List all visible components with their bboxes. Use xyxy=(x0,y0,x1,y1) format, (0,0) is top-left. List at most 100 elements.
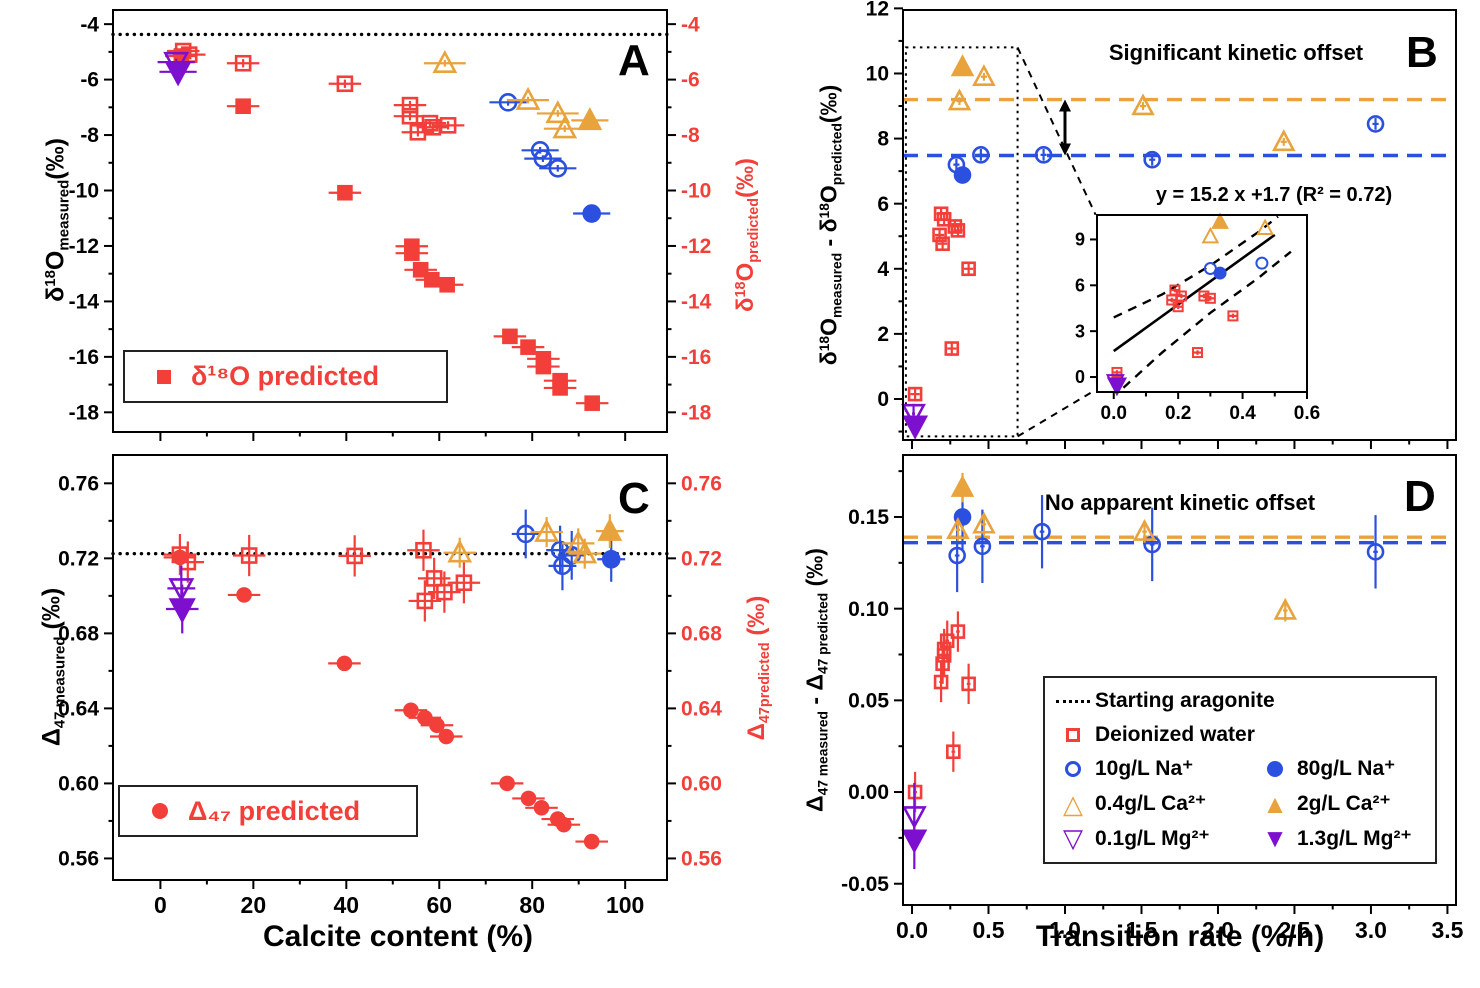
legend-a-label: δ¹⁸O predicted xyxy=(191,361,380,391)
svg-text:0.64: 0.64 xyxy=(58,698,99,721)
svg-text:-4: -4 xyxy=(681,13,700,36)
svg-text:0.5: 0.5 xyxy=(973,917,1005,943)
mg13-icon: ▼ xyxy=(1262,823,1288,854)
svg-text:3: 3 xyxy=(1075,321,1085,341)
annotation-no-offset: No apparent kinetic offset xyxy=(1044,490,1316,515)
svg-text:-14: -14 xyxy=(681,291,712,314)
svg-text:0.15: 0.15 xyxy=(848,506,889,529)
legend-item-na80: 80g/L Na⁺ xyxy=(1297,757,1396,781)
starting-aragonite-icon xyxy=(1051,699,1095,703)
svg-text:0.60: 0.60 xyxy=(681,773,722,796)
svg-text:0.76: 0.76 xyxy=(58,472,99,495)
panel-a-label: A xyxy=(618,36,650,85)
x-axis-label-calcite: Calcite content (%) xyxy=(262,920,534,953)
panel-d-label: D xyxy=(1404,472,1436,521)
svg-text:12: 12 xyxy=(866,0,889,21)
d18o-predicted-icon xyxy=(157,369,171,384)
y-axis-label-c-right: Δ47predicted (‰) xyxy=(742,595,774,741)
svg-text:-12: -12 xyxy=(681,235,711,258)
svg-text:-18: -18 xyxy=(69,401,100,424)
svg-text:4: 4 xyxy=(877,258,889,281)
legend-panel-d: Starting aragonite Deionized water 10g/L… xyxy=(1043,676,1437,864)
svg-text:0.72: 0.72 xyxy=(58,547,99,570)
svg-text:1.0: 1.0 xyxy=(1049,917,1081,943)
legend-c-label: Δ₄₇ predicted xyxy=(188,795,361,826)
svg-text:0.6: 0.6 xyxy=(1294,403,1320,424)
y-axis-label-b-left: δ18Omeasured - δ18Opredicted(‰) xyxy=(815,84,845,366)
svg-text:0.68: 0.68 xyxy=(681,623,722,646)
svg-text:0.60: 0.60 xyxy=(58,773,99,796)
svg-text:6: 6 xyxy=(1075,275,1085,295)
svg-text:-8: -8 xyxy=(80,124,99,147)
svg-text:60: 60 xyxy=(426,892,452,918)
svg-text:0.00: 0.00 xyxy=(848,781,889,804)
svg-text:0.0: 0.0 xyxy=(896,917,928,943)
svg-text:2: 2 xyxy=(877,323,889,346)
legend-item-starting-aragonite: Starting aragonite xyxy=(1095,689,1275,713)
svg-text:0.76: 0.76 xyxy=(681,472,722,495)
svg-text:0.56: 0.56 xyxy=(681,848,722,871)
svg-text:0.4: 0.4 xyxy=(1229,403,1256,424)
y-axis-label-c-left: Δ47 measured (‰) xyxy=(37,587,69,747)
panel-c-label: C xyxy=(618,474,650,523)
svg-text:0.72: 0.72 xyxy=(681,547,722,570)
svg-text:-8: -8 xyxy=(681,124,700,147)
mg01-icon: ▽ xyxy=(1063,823,1083,854)
svg-text:10: 10 xyxy=(866,63,889,86)
svg-text:0: 0 xyxy=(1075,367,1085,387)
svg-text:0.56: 0.56 xyxy=(58,848,99,871)
svg-text:100: 100 xyxy=(606,892,644,918)
svg-text:9: 9 xyxy=(1075,230,1085,250)
x-axis-label-transition-rate: Transition rate (%/h) xyxy=(1035,920,1325,953)
legend-item-na10: 10g/L Na⁺ xyxy=(1095,757,1194,781)
legend-panel-a: δ¹⁸O predicted xyxy=(123,350,448,403)
na10-icon xyxy=(1051,760,1095,777)
svg-text:-10: -10 xyxy=(69,180,99,203)
svg-text:8: 8 xyxy=(877,128,889,151)
svg-text:0: 0 xyxy=(154,892,167,918)
svg-text:0: 0 xyxy=(877,388,889,411)
legend-item-ca2: 2g/L Ca²⁺ xyxy=(1297,792,1391,816)
svg-text:0.0: 0.0 xyxy=(1101,403,1127,424)
svg-text:-4: -4 xyxy=(80,13,99,36)
ca2-icon: ▲ xyxy=(1262,788,1288,819)
svg-text:-12: -12 xyxy=(69,235,99,258)
svg-text:0.05: 0.05 xyxy=(848,689,889,712)
svg-text:0.10: 0.10 xyxy=(848,598,889,621)
y-axis-label-a-right: δ18Opredicted(‰) xyxy=(731,157,763,313)
svg-text:2.5: 2.5 xyxy=(1278,917,1310,943)
legend-panel-c: Δ₄₇ predicted xyxy=(118,785,418,837)
svg-text:3.0: 3.0 xyxy=(1355,917,1387,943)
svg-text:-10: -10 xyxy=(681,180,711,203)
legend-item-deionized-water: Deionized water xyxy=(1095,722,1255,746)
d47-predicted-icon xyxy=(152,803,168,819)
svg-text:0.2: 0.2 xyxy=(1165,403,1191,424)
y-axis-label-d-left: Δ47 measured - Δ47 predicted (‰) xyxy=(801,548,831,812)
svg-text:-14: -14 xyxy=(69,291,100,314)
svg-text:-0.05: -0.05 xyxy=(841,873,889,896)
svg-text:3.5: 3.5 xyxy=(1431,917,1463,943)
svg-text:0.68: 0.68 xyxy=(58,623,99,646)
svg-text:6: 6 xyxy=(877,193,889,216)
svg-text:2.0: 2.0 xyxy=(1202,917,1234,943)
svg-text:80: 80 xyxy=(519,892,545,918)
svg-text:40: 40 xyxy=(334,892,360,918)
y-axis-label-a-left: δ18Omeasured(‰) xyxy=(41,138,73,302)
svg-text:0.64: 0.64 xyxy=(681,698,722,721)
deionized-water-icon xyxy=(1051,727,1095,742)
svg-text:1.5: 1.5 xyxy=(1125,917,1157,943)
annotation-significant-offset: Significant kinetic offset xyxy=(1108,40,1364,65)
legend-item-ca04: 0.4g/L Ca²⁺ xyxy=(1095,792,1207,816)
annotation-regression-equation: y = 15.2 x +1.7 (R² = 0.72) xyxy=(1155,184,1393,206)
ca04-icon: △ xyxy=(1063,788,1083,819)
na80-icon xyxy=(1253,760,1297,777)
legend-item-mg13: 1.3g/L Mg²⁺ xyxy=(1297,826,1412,850)
panel-b-label: B xyxy=(1406,28,1438,77)
svg-text:20: 20 xyxy=(241,892,267,918)
svg-text:-16: -16 xyxy=(681,346,711,369)
svg-text:-18: -18 xyxy=(681,401,712,424)
legend-item-mg01: 0.1g/L Mg²⁺ xyxy=(1095,826,1210,850)
svg-text:-6: -6 xyxy=(681,69,700,92)
